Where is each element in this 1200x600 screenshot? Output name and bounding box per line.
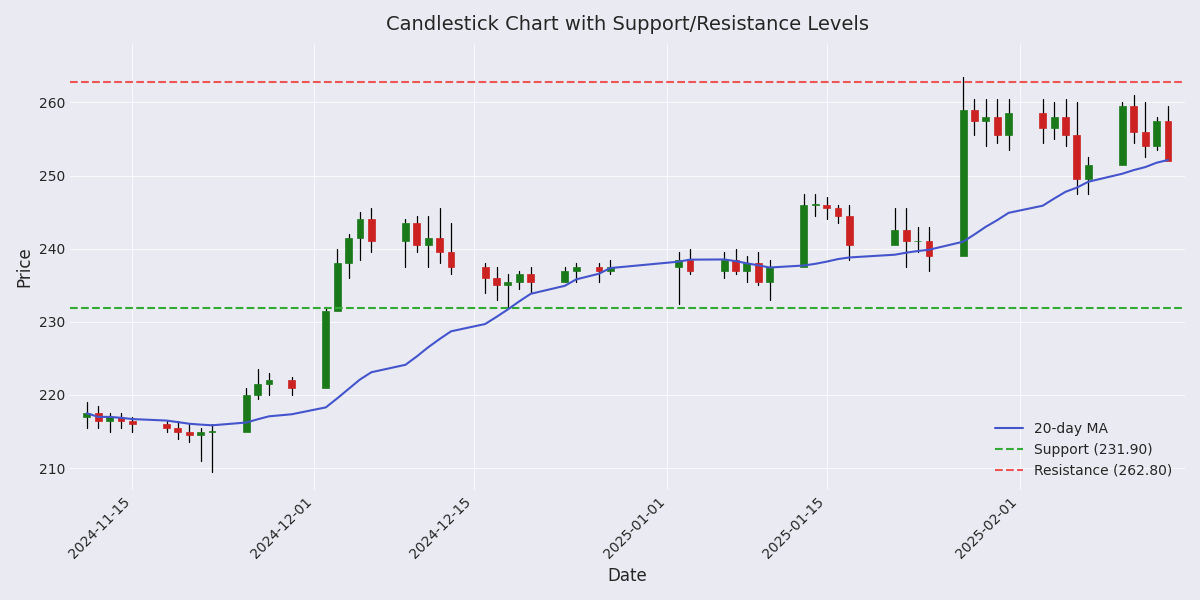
Bar [1062,117,1069,136]
Bar [334,263,341,311]
Bar [676,260,682,267]
Bar [493,278,500,285]
Bar [448,253,455,267]
Title: Candlestick Chart with Support/Resistance Levels: Candlestick Chart with Support/Resistanc… [386,15,869,34]
Bar [892,230,899,245]
Bar [994,117,1001,136]
Bar [1051,117,1057,128]
Bar [425,238,432,245]
Bar [95,413,102,421]
Bar [846,216,853,245]
Bar [823,205,830,208]
Bar [242,395,250,431]
Bar [356,220,364,238]
Bar [1039,113,1046,128]
Bar [128,421,136,424]
Bar [595,267,602,271]
Bar [346,238,352,263]
20-day MA [808,260,822,268]
Bar [686,260,694,271]
Bar [732,260,739,271]
Bar [288,380,295,388]
Bar [960,110,966,256]
Bar [1141,131,1148,146]
Bar [527,274,534,281]
Bar [414,223,420,245]
Bar [368,220,374,241]
Bar [1118,106,1126,164]
20-day MA [728,257,743,265]
Bar [504,281,511,285]
Bar [1130,106,1138,131]
Bar [254,384,260,395]
20-day MA [193,421,208,428]
Bar [197,431,204,435]
20-day MA [820,258,834,265]
Bar [516,274,523,281]
Bar [925,241,932,256]
Bar [402,223,409,241]
Y-axis label: Price: Price [14,247,34,287]
Bar [983,117,989,121]
Bar [481,267,488,278]
Bar [572,267,580,271]
Bar [1164,121,1171,161]
Bar [721,260,727,271]
Bar [1074,136,1080,179]
Bar [84,413,90,417]
Legend: 20-day MA, Support (231.90), Resistance (262.80): 20-day MA, Support (231.90), Resistance … [990,416,1178,483]
Line: 20-day MA: 20-day MA [86,160,1168,425]
Bar [562,271,569,281]
Bar [834,208,841,216]
Bar [1006,113,1012,136]
20-day MA [1160,157,1175,164]
Bar [744,263,750,271]
Bar [755,263,762,281]
Bar [971,110,978,121]
Bar [811,204,818,205]
Bar [107,417,113,421]
X-axis label: Date: Date [607,567,647,585]
Bar [118,417,125,421]
Bar [265,380,272,384]
Bar [1085,164,1092,179]
Bar [437,238,443,253]
20-day MA [205,422,220,429]
Bar [767,267,773,281]
Bar [800,205,808,267]
Bar [163,424,170,428]
Bar [902,230,910,241]
Bar [607,267,613,271]
20-day MA [79,410,94,417]
20-day MA [604,265,618,272]
Bar [323,311,329,388]
Bar [186,431,193,435]
Bar [174,428,181,431]
Bar [1153,121,1160,146]
20-day MA [512,298,527,305]
